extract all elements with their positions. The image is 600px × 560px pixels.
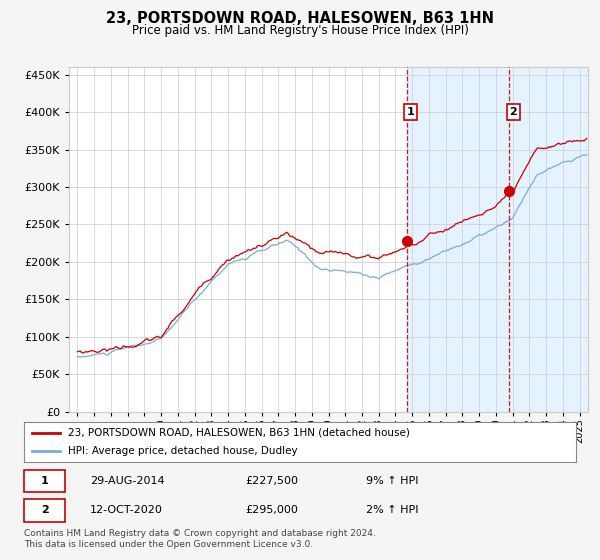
Text: 2: 2 bbox=[41, 505, 49, 515]
FancyBboxPatch shape bbox=[24, 470, 65, 492]
Text: 23, PORTSDOWN ROAD, HALESOWEN, B63 1HN: 23, PORTSDOWN ROAD, HALESOWEN, B63 1HN bbox=[106, 11, 494, 26]
Bar bbox=[407, 67, 588, 412]
Text: 2: 2 bbox=[509, 107, 517, 117]
Text: Contains HM Land Registry data © Crown copyright and database right 2024.
This d: Contains HM Land Registry data © Crown c… bbox=[24, 529, 376, 549]
Text: £227,500: £227,500 bbox=[245, 476, 298, 486]
Text: HPI: Average price, detached house, Dudley: HPI: Average price, detached house, Dudl… bbox=[68, 446, 298, 456]
Text: 1: 1 bbox=[407, 107, 415, 117]
Text: 23, PORTSDOWN ROAD, HALESOWEN, B63 1HN (detached house): 23, PORTSDOWN ROAD, HALESOWEN, B63 1HN (… bbox=[68, 428, 410, 438]
Text: 29-AUG-2014: 29-AUG-2014 bbox=[90, 476, 165, 486]
Text: 1: 1 bbox=[41, 476, 49, 486]
Text: 2% ↑ HPI: 2% ↑ HPI bbox=[366, 505, 419, 515]
Text: £295,000: £295,000 bbox=[245, 505, 298, 515]
Text: 9% ↑ HPI: 9% ↑ HPI bbox=[366, 476, 419, 486]
Text: Price paid vs. HM Land Registry's House Price Index (HPI): Price paid vs. HM Land Registry's House … bbox=[131, 24, 469, 36]
FancyBboxPatch shape bbox=[24, 499, 65, 521]
Text: 12-OCT-2020: 12-OCT-2020 bbox=[90, 505, 163, 515]
